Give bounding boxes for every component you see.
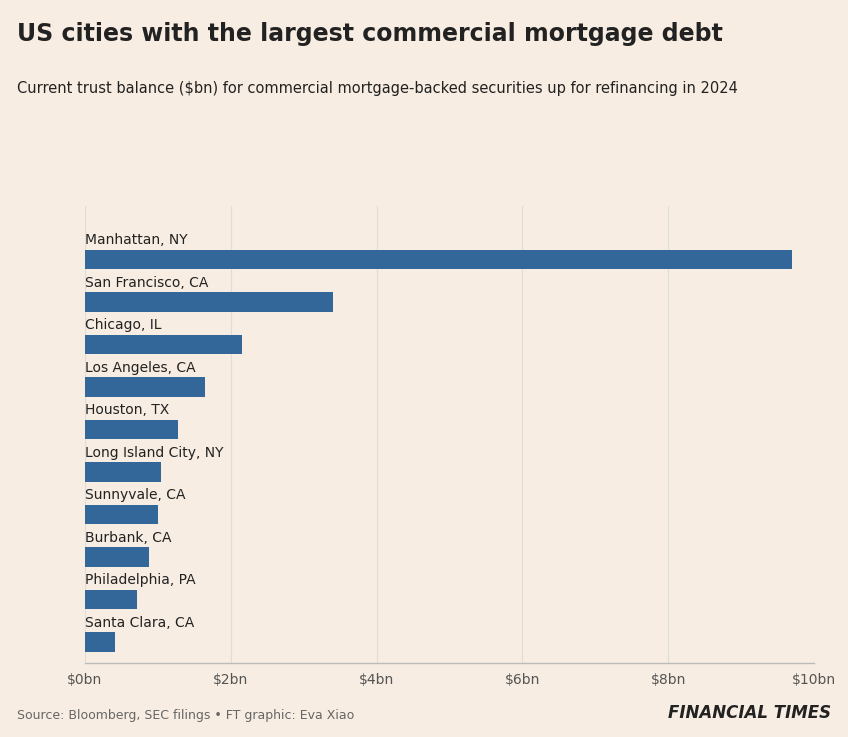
Text: Chicago, IL: Chicago, IL [85, 318, 161, 332]
Text: Manhattan, NY: Manhattan, NY [85, 234, 187, 248]
Text: Current trust balance ($bn) for commercial mortgage-backed securities up for ref: Current trust balance ($bn) for commerci… [17, 81, 738, 96]
Bar [85, 590, 137, 609]
Bar [85, 377, 205, 397]
Text: Los Angeles, CA: Los Angeles, CA [85, 361, 195, 375]
Bar [85, 505, 158, 524]
Text: FINANCIAL TIMES: FINANCIAL TIMES [668, 705, 831, 722]
Text: Houston, TX: Houston, TX [85, 403, 169, 417]
Text: Burbank, CA: Burbank, CA [85, 531, 171, 545]
Text: US cities with the largest commercial mortgage debt: US cities with the largest commercial mo… [17, 22, 722, 46]
Bar [85, 250, 792, 269]
Text: Source: Bloomberg, SEC filings • FT graphic: Eva Xiao: Source: Bloomberg, SEC filings • FT grap… [17, 709, 354, 722]
Text: Sunnyvale, CA: Sunnyvale, CA [85, 489, 186, 503]
Bar [85, 293, 332, 312]
Text: Long Island City, NY: Long Island City, NY [85, 446, 223, 460]
Bar [85, 335, 242, 354]
Bar [85, 632, 115, 652]
Bar [85, 548, 149, 567]
Text: San Francisco, CA: San Francisco, CA [85, 276, 208, 290]
Text: Philadelphia, PA: Philadelphia, PA [85, 573, 195, 587]
Text: Santa Clara, CA: Santa Clara, CA [85, 616, 194, 630]
Bar [85, 462, 161, 481]
Bar [85, 420, 178, 439]
